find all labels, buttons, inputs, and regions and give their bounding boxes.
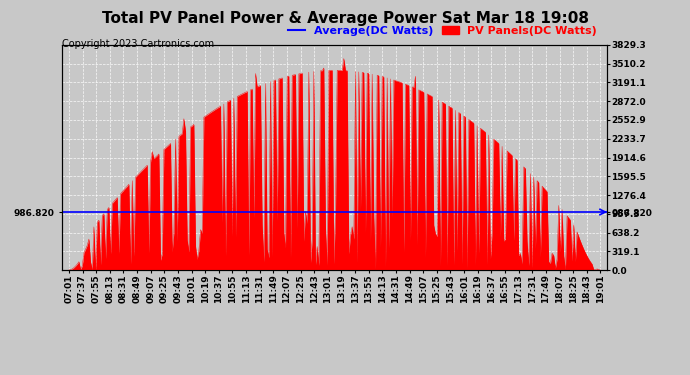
Text: Copyright 2023 Cartronics.com: Copyright 2023 Cartronics.com — [62, 39, 214, 50]
Legend: Average(DC Watts), PV Panels(DC Watts): Average(DC Watts), PV Panels(DC Watts) — [284, 21, 602, 40]
Text: Total PV Panel Power & Average Power Sat Mar 18 19:08: Total PV Panel Power & Average Power Sat… — [101, 11, 589, 26]
